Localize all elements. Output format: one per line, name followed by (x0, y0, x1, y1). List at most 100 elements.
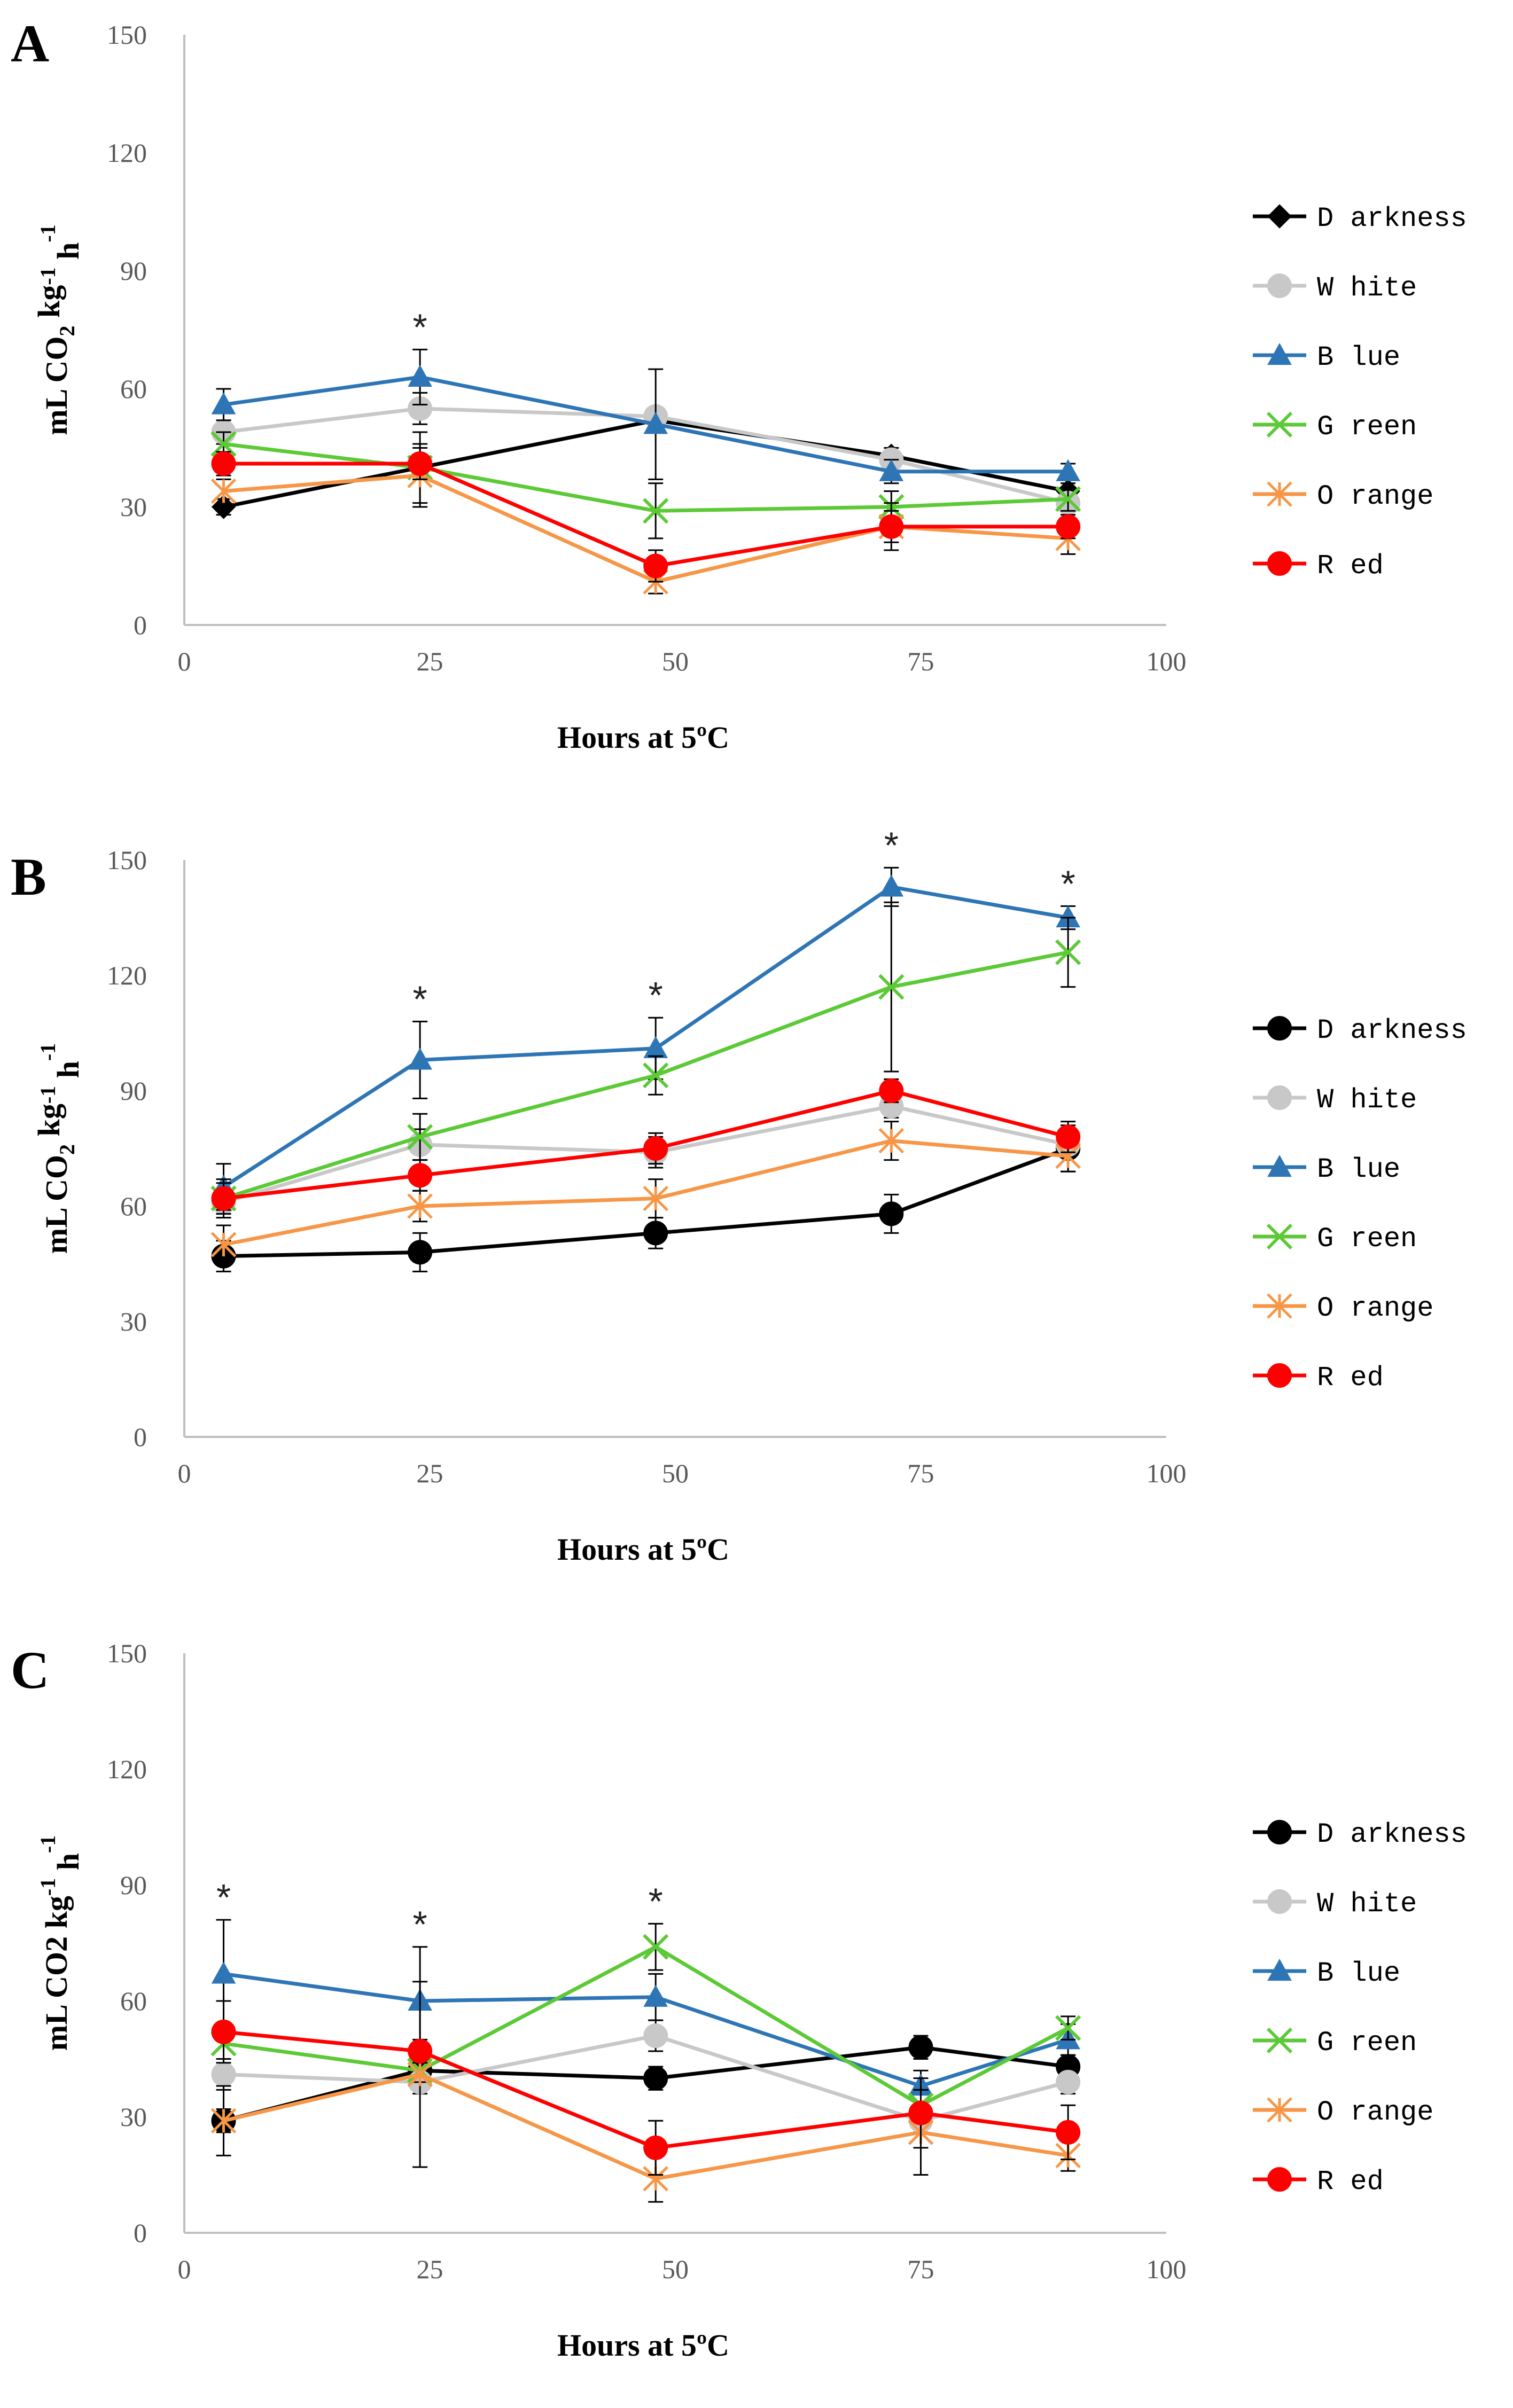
significance-star: * (412, 306, 427, 348)
y-tick-label: 0 (134, 2218, 147, 2248)
panel-letter: B (11, 847, 46, 906)
data-point (879, 459, 904, 481)
data-point (1056, 514, 1081, 539)
data-point (210, 478, 237, 504)
data-point (908, 2100, 933, 2125)
panel-c: C 0 30 60 90 120 150 0 25 50 75 100 Hours at 5ºC mL C… (11, 1638, 1467, 2363)
legend-item-red: R ed (1253, 2166, 1384, 2198)
series-line (223, 2072, 1069, 2181)
data-point (643, 1136, 668, 1161)
y-axis-label: mL CO2 kg-1 h-1 (32, 1043, 85, 1254)
series-line (223, 462, 1069, 568)
y-tick-label: 0 (134, 610, 147, 640)
legend-item-green: G reen (1253, 1223, 1417, 1255)
data-point (211, 392, 236, 415)
legend-label: R ed (1317, 1362, 1384, 1394)
x-tick-label: 0 (178, 1458, 191, 1488)
legend-label: D arkness (1317, 1015, 1467, 1046)
data-point (408, 364, 432, 387)
data-point (879, 514, 904, 539)
data-point (879, 874, 904, 897)
significance-star: * (649, 1880, 663, 1922)
significance-star: * (412, 978, 427, 1020)
x-tick-label: 100 (1147, 2254, 1187, 2284)
data-point (210, 2108, 237, 2134)
y-tick-label: 60 (120, 1191, 147, 1221)
data-point (643, 498, 669, 524)
data-point (1055, 939, 1081, 965)
legend-item-white: W hite (1253, 1084, 1417, 1116)
significance-star: * (1061, 863, 1075, 904)
series-red (211, 2000, 1081, 2176)
significance-star: * (884, 824, 899, 866)
legend-label: B lue (1317, 1154, 1400, 1185)
data-point (211, 2062, 236, 2087)
legend-item-darkness: D arkness (1253, 203, 1467, 234)
data-point (408, 1047, 432, 1070)
data-point (211, 495, 236, 519)
data-point (408, 451, 433, 476)
x-tick-label: 25 (417, 2254, 443, 2284)
legend-item-green: G reen (1253, 411, 1417, 443)
y-tick-label: 120 (107, 138, 147, 168)
data-point (643, 2135, 668, 2160)
y-tick-label: 150 (107, 1638, 147, 1668)
legend-marker (1267, 1958, 1292, 1981)
data-point (211, 1186, 236, 1211)
data-point (210, 431, 237, 457)
data-point (908, 2035, 933, 2060)
legend-item-blue: B lue (1253, 1958, 1400, 1989)
legend-marker (1267, 481, 1292, 507)
panel-letter: C (11, 1640, 49, 1700)
legend-marker (1267, 1016, 1292, 1041)
y-tick-label: 30 (120, 1307, 147, 1336)
legend-marker (1267, 1085, 1292, 1110)
legend-item-darkness: D arkness (1253, 1015, 1467, 1046)
legend-item-green: G reen (1253, 2027, 1417, 2059)
panel-b: B 0 30 60 90 120 150 0 25 50 75 100 Hours at 5ºC mL C… (11, 824, 1467, 1567)
data-point (643, 1185, 669, 1211)
data-point (879, 1078, 904, 1103)
legend-item-blue: B lue (1253, 1154, 1400, 1185)
data-point (211, 2019, 236, 2044)
y-tick-label: 30 (120, 492, 147, 522)
x-axis-label: Hours at 5ºC (557, 1532, 729, 1567)
x-axis-label: Hours at 5ºC (557, 720, 729, 755)
data-point (1056, 1124, 1081, 1150)
x-tick-label: 0 (178, 2254, 191, 2284)
y-axis-label: mL CO2 kg-1 h-1 (36, 1835, 85, 2051)
y-tick-label: 120 (107, 960, 147, 990)
data-point (210, 1232, 237, 1257)
legend-item-white: W hite (1253, 272, 1417, 304)
data-point (878, 974, 904, 1000)
legend-label: O range (1317, 1293, 1433, 1324)
data-point (407, 2061, 433, 2088)
series-red (211, 447, 1081, 583)
y-tick-label: 30 (120, 2102, 147, 2132)
data-point (408, 1240, 433, 1265)
legend-label: D arkness (1317, 1819, 1467, 1850)
series-red (211, 1078, 1081, 1215)
data-point (407, 1193, 433, 1219)
data-point (643, 1062, 669, 1089)
y-tick-label: 60 (120, 1986, 147, 2016)
x-tick-label: 50 (662, 2254, 689, 2284)
panel-letter: A (11, 14, 49, 73)
data-point (643, 1934, 669, 1960)
legend-marker (1267, 1363, 1292, 1388)
y-tick-label: 60 (120, 374, 147, 404)
x-tick-label: 25 (417, 1458, 443, 1488)
series-orange (210, 1121, 1081, 1265)
data-point (1055, 2015, 1081, 2041)
data-point (211, 451, 236, 476)
x-tick-label: 75 (908, 646, 934, 676)
data-point (643, 1221, 668, 1246)
legend-label: B lue (1317, 342, 1400, 373)
legend-label: G reen (1317, 1223, 1417, 1255)
data-point (878, 1128, 904, 1154)
legend-marker (1267, 2097, 1292, 2123)
data-point (407, 1124, 433, 1150)
data-point (643, 553, 668, 578)
series-green (210, 431, 1081, 540)
x-tick-label: 0 (178, 646, 191, 676)
